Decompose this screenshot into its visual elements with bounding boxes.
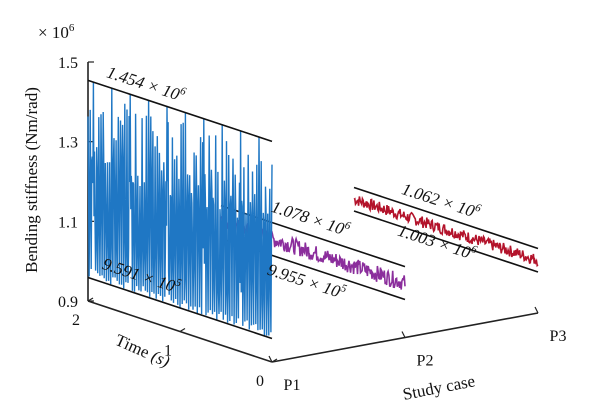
time-tick-mark [87, 297, 94, 302]
time-tick-mark [271, 358, 278, 363]
time-axis-label: Time (s) [112, 330, 173, 371]
time-tick-label: 0 [256, 373, 264, 390]
time-tick-label: 2 [72, 312, 80, 329]
case-tick-mark [534, 306, 539, 314]
series-line-p1 [87, 82, 273, 336]
case-tick-label: P3 [550, 328, 567, 345]
max-label-p2: 1.078 × 106 [269, 196, 352, 240]
time-tick-mark [179, 327, 186, 333]
y-tick-label: 0.9 [58, 294, 78, 311]
min-line-p3 [353, 210, 539, 273]
time-ticks: 2 1 0 [72, 297, 278, 390]
axis-multiplier: × 106 [38, 22, 75, 42]
case-ticks: P1 P2 P3 [268, 306, 567, 394]
max-line-p1 [87, 79, 273, 143]
case-tick-label: P2 [417, 353, 434, 370]
case-tick-label: P1 [284, 377, 301, 394]
case-axis-label: Study case [401, 371, 476, 404]
y-tick-label: 1.3 [58, 135, 78, 152]
case-tick-mark [401, 331, 406, 338]
series-line-p3 [353, 195, 539, 268]
y-tick-label: 1.1 [58, 214, 78, 231]
y-tick-label: 1.5 [58, 55, 78, 72]
time-tick-label: 1 [164, 343, 172, 360]
y-ticks: 1.5 1.3 1.1 0.9 [58, 55, 94, 311]
series-group [87, 79, 539, 340]
y-axis-label: Bending stiffness (Nm/rad) [22, 87, 41, 273]
max-line-p3 [353, 186, 539, 250]
min-line-p1 [87, 276, 273, 340]
case-tick-mark [268, 355, 273, 363]
